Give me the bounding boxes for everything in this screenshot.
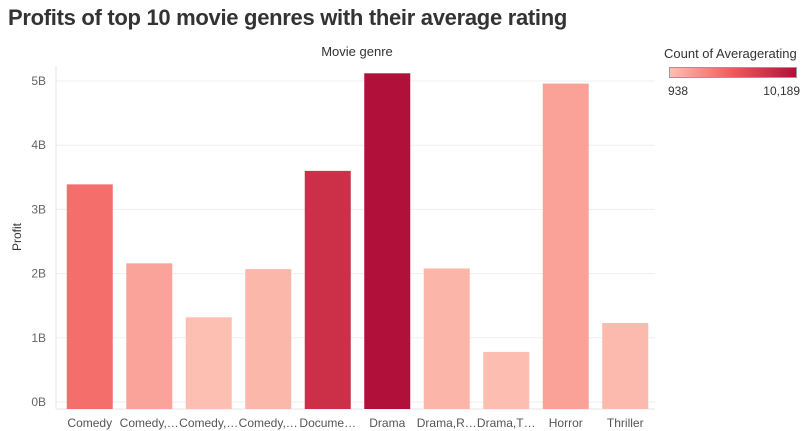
column-header: Movie genre xyxy=(321,44,393,59)
legend-min-label: 938 xyxy=(668,84,689,98)
bar xyxy=(245,269,292,409)
legend-title: Count of Averagerating xyxy=(664,46,797,61)
y-tick-label: 2B xyxy=(31,267,46,281)
legend-color-ramp xyxy=(669,67,797,78)
x-tick-label: Drama xyxy=(369,416,405,430)
y-tick-label: 4B xyxy=(31,138,46,152)
x-tick-label: Comedy,… xyxy=(239,416,298,430)
legend-max-label: 10,189 xyxy=(763,84,800,98)
x-tick-label: Comedy,… xyxy=(120,416,179,430)
y-tick-label: 1B xyxy=(31,331,46,345)
bar xyxy=(602,323,649,409)
x-tick-label: Comedy xyxy=(67,416,112,430)
x-tick-label: Comedy,… xyxy=(179,416,238,430)
bar xyxy=(304,170,351,409)
y-tick-label: 3B xyxy=(31,202,46,216)
y-tick-label: 0B xyxy=(31,395,46,409)
bar xyxy=(423,268,470,409)
x-tick-label: Docume… xyxy=(299,416,356,430)
x-tick-label: Drama,T… xyxy=(477,416,536,430)
bar xyxy=(66,184,113,409)
bar xyxy=(542,83,589,410)
x-tick-label: Horror xyxy=(549,416,583,430)
x-tick-label: Thriller xyxy=(607,416,644,430)
bar xyxy=(185,317,232,409)
x-tick-label: Drama,R… xyxy=(417,416,477,430)
bar xyxy=(483,351,530,409)
chart-title: Profits of top 10 movie genres with thei… xyxy=(8,5,568,30)
y-tick-label: 5B xyxy=(31,74,46,88)
bar xyxy=(126,263,173,409)
bar xyxy=(364,73,411,410)
